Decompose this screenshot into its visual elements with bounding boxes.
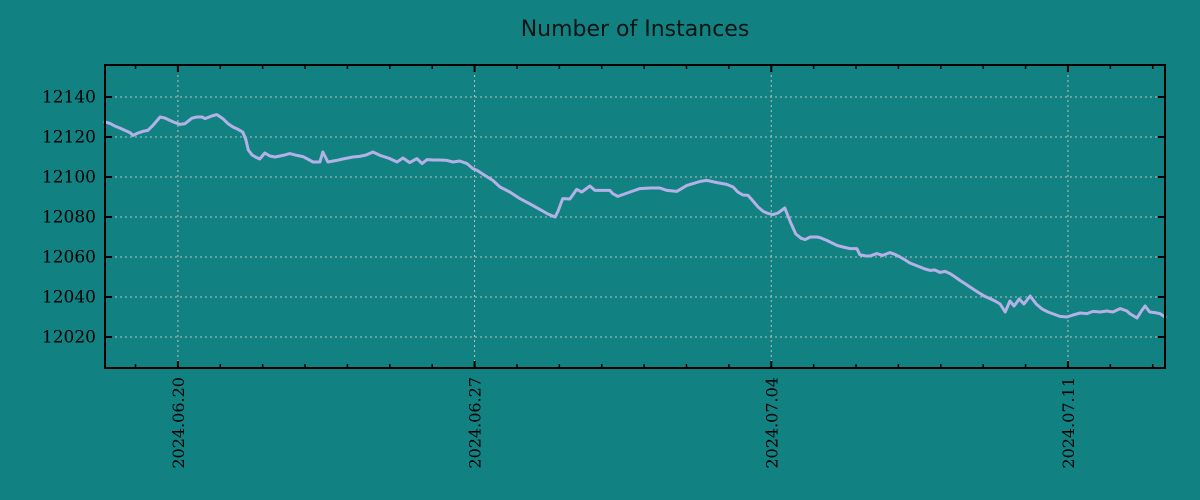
y-tick-label: 12100 <box>42 168 96 188</box>
y-tick-label: 12140 <box>42 88 96 108</box>
gridlines <box>105 65 1165 368</box>
y-tick-label: 12120 <box>42 128 96 148</box>
x-tick-label: 2024.06.27 <box>466 377 485 469</box>
x-tick-label: 2024.06.20 <box>169 377 188 469</box>
x-tick-label: 2024.07.11 <box>1059 377 1078 469</box>
plot-border <box>104 64 1166 369</box>
series-group <box>103 113 1167 320</box>
axis-labels: 12020 12040 12060 12080 12100 12120 12140 2024.… <box>42 88 1078 469</box>
y-tick-label: 12020 <box>42 328 96 348</box>
series-line-number-of-instances <box>103 113 1167 320</box>
x-tick-label: 2024.07.04 <box>762 377 781 469</box>
y-tick-label: 12040 <box>42 288 96 308</box>
y-tick-label: 12060 <box>42 248 96 268</box>
chart-title: Number of Instances <box>521 17 750 42</box>
y-tick-label: 12080 <box>42 208 96 228</box>
